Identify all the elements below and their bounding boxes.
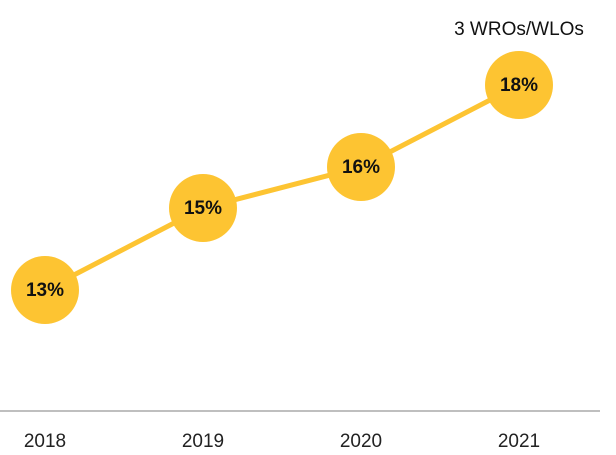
value-label: 15%: [184, 198, 222, 219]
line: [43, 82, 521, 293]
x-tick-label: 2019: [182, 431, 224, 452]
value-label: 16%: [342, 157, 380, 178]
value-label: 13%: [26, 280, 64, 301]
annotation: 3 WROs/WLOs: [454, 19, 584, 40]
x-tick-label: 2021: [498, 431, 540, 452]
point: [169, 174, 237, 242]
point: [327, 133, 395, 201]
point: [11, 256, 79, 324]
x-tick-label: 2018: [24, 431, 66, 452]
point: [485, 51, 553, 119]
x-tick-label: 2020: [340, 431, 382, 452]
value-label: 18%: [500, 75, 538, 96]
